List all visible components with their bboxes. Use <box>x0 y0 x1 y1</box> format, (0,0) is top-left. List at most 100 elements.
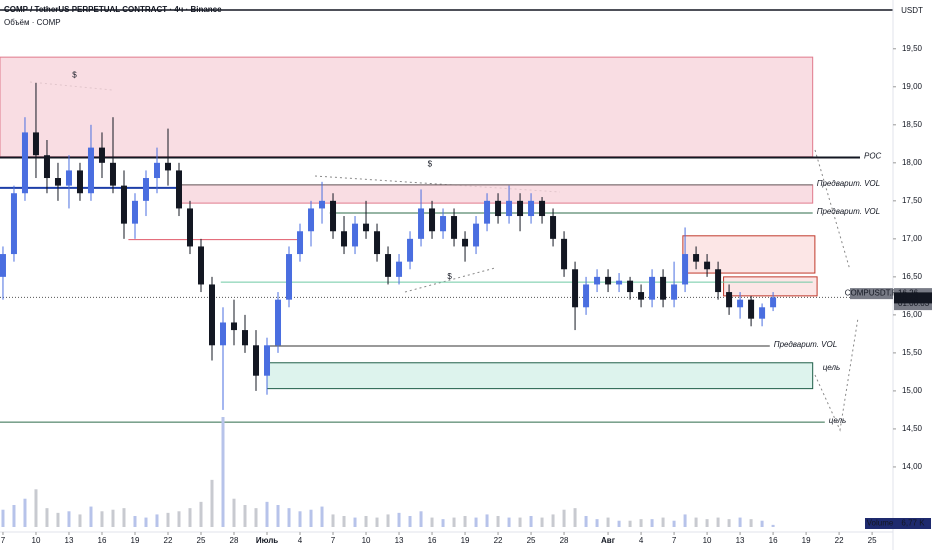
candle-body <box>429 208 436 232</box>
candle-body <box>308 208 315 232</box>
x-tick-label: 25 <box>527 536 536 545</box>
candle-body <box>65 170 72 186</box>
candle-body <box>605 276 612 285</box>
x-tick-label: 4 <box>639 536 644 545</box>
volume-bar <box>155 514 159 527</box>
candle-body <box>21 132 28 194</box>
candle-body <box>352 223 359 247</box>
volume-bar <box>485 514 489 527</box>
zone-label: цель <box>823 363 840 372</box>
volume-bar <box>683 514 687 527</box>
candle-body <box>253 345 260 376</box>
last-price-box <box>894 292 932 304</box>
volume-bar <box>221 417 225 527</box>
annotation: $ <box>428 159 433 168</box>
candle-body <box>484 200 491 224</box>
volume-bar <box>309 509 313 527</box>
volume-bar <box>672 520 676 527</box>
candle-body <box>87 147 94 194</box>
volume-bar <box>518 517 522 527</box>
subtitle: Объём · COMP <box>4 18 61 27</box>
level-label: Предварит. VOL <box>817 207 880 216</box>
volume-bar <box>188 508 192 527</box>
volume-name-box <box>865 518 895 529</box>
volume-bar <box>716 517 720 527</box>
x-tick-label: 4 <box>298 536 303 545</box>
x-tick-label: 16 <box>98 536 107 545</box>
x-tick-label: 28 <box>560 536 569 545</box>
volume-bar <box>749 519 753 527</box>
volume-bar <box>89 506 93 527</box>
candle-body <box>275 299 282 346</box>
candle-body <box>385 254 392 277</box>
volume-bar <box>452 517 456 527</box>
y-tick-label: 19,00 <box>902 82 923 91</box>
candle-body <box>175 170 182 209</box>
y-tick-label: 15,00 <box>902 386 923 395</box>
volume-value: 6,77 K <box>901 519 925 528</box>
volume-bar <box>166 512 170 527</box>
x-tick-label: 7 <box>672 536 677 545</box>
candle-body <box>286 254 293 300</box>
x-tick-label: 25 <box>868 536 877 545</box>
candle-body <box>726 292 733 308</box>
candle-body <box>0 254 6 277</box>
arrow <box>814 149 851 271</box>
volume-bar <box>507 517 511 527</box>
x-tick-label: 13 <box>65 536 74 545</box>
x-tick-label: 13 <box>395 536 404 545</box>
y-tick-label: 15,50 <box>902 348 923 357</box>
candle-body <box>704 261 711 270</box>
volume-bar <box>287 508 291 527</box>
volume-bar <box>606 517 610 527</box>
y-tick-label: 16,50 <box>902 272 923 281</box>
volume-bar <box>177 511 181 527</box>
zone <box>177 184 814 204</box>
volume-bar <box>67 511 71 527</box>
y-tick-label: 18,00 <box>902 158 923 167</box>
candle-body <box>98 147 105 163</box>
symbol-box <box>850 288 893 300</box>
countdown: 01:00:03 <box>898 299 930 308</box>
volume-bar <box>342 516 346 527</box>
volume-bar <box>639 519 643 527</box>
volume-bar <box>210 479 214 527</box>
volume-bar <box>23 498 27 527</box>
y-tick-label: 17,50 <box>902 196 923 205</box>
trend-line <box>404 267 496 293</box>
candle-body <box>330 200 337 232</box>
candle-body <box>418 208 425 239</box>
level-label: Предварит. VOL <box>774 340 837 349</box>
volume-bar <box>617 520 621 527</box>
candle-body <box>638 292 645 300</box>
candle-body <box>451 216 458 239</box>
volume-bar <box>111 509 115 527</box>
candle-body <box>131 200 138 224</box>
candle-body <box>209 284 216 346</box>
candle-body <box>517 200 524 217</box>
candle-body <box>583 284 590 308</box>
symbol-label: COMPUSDT.P <box>845 289 897 298</box>
volume-bar <box>353 517 357 527</box>
x-tick-label: 13 <box>736 536 745 545</box>
x-tick-label: 22 <box>494 536 503 545</box>
volume-bar <box>199 501 203 527</box>
x-tick-label: 19 <box>131 536 140 545</box>
candle-body <box>220 322 227 346</box>
volume-bar <box>78 514 82 527</box>
candle-body <box>550 216 557 239</box>
trend-line <box>314 175 561 193</box>
y-tick-label: 14,00 <box>902 462 923 471</box>
y-tick-label: 16,00 <box>902 310 923 319</box>
x-tick-label: Авг <box>601 536 616 545</box>
volume-bar <box>694 517 698 527</box>
level-label: Предварит. VOL <box>817 179 880 188</box>
annotation: $ <box>72 70 77 79</box>
candle-body <box>693 254 700 262</box>
candle-body <box>43 155 50 179</box>
candle-body <box>649 276 656 300</box>
zone <box>682 235 816 274</box>
y-tick-label: 19,50 <box>902 44 923 53</box>
volume-bar <box>584 516 588 527</box>
x-tick-label: 25 <box>197 536 206 545</box>
